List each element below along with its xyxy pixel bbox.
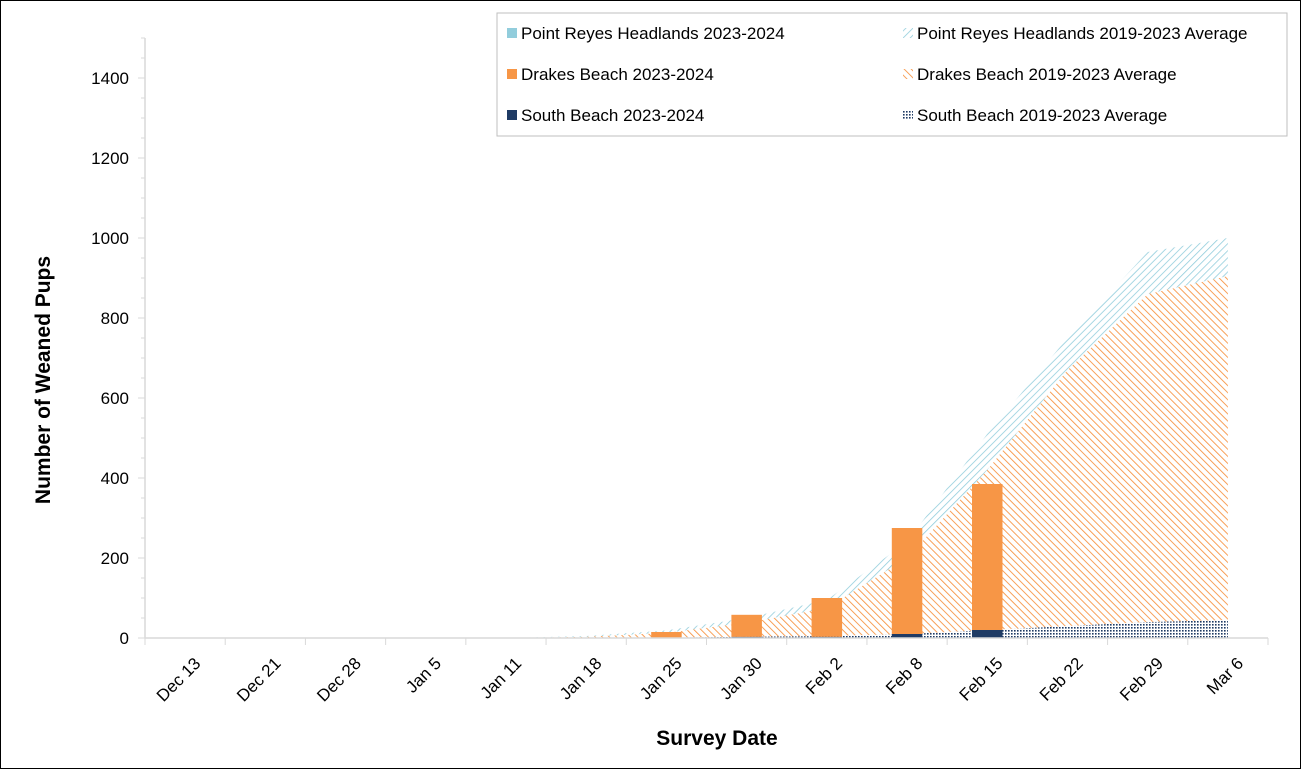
x-tick-label: Feb 15 (956, 654, 1007, 705)
area-drakes-beach-2019-2023-average (185, 276, 1228, 638)
legend-swatch-south-beach-2023-2024 (507, 110, 517, 120)
area-south-beach-2019-2023-average (185, 620, 1228, 638)
legend-label-point-reyes-headlands-2019-2023-average: Point Reyes Headlands 2019-2023 Average (917, 24, 1247, 43)
y-tick-label: 1400 (91, 69, 129, 88)
y-tick-label: 800 (101, 309, 129, 328)
legend-label-drakes-beach-2023-2024: Drakes Beach 2023-2024 (521, 65, 714, 84)
bar-south-beach-2023-2024-feb-8 (891, 634, 923, 638)
x-tick-label: Jan 30 (716, 654, 766, 704)
x-tick-label: Feb 2 (802, 654, 846, 698)
y-tick-label: 0 (120, 629, 129, 648)
legend-swatch-point-reyes-headlands-2023-2024 (507, 28, 517, 38)
x-axis-title: Survey Date (656, 727, 777, 750)
x-tick-label: Jan 18 (556, 654, 606, 704)
legend-label-south-beach-2023-2024: South Beach 2023-2024 (521, 106, 704, 125)
season-bars (651, 484, 1003, 638)
legend: Point Reyes Headlands 2023-2024 Point Rey… (496, 12, 1288, 137)
legend-swatch-south-beach-2019-2023-average (903, 110, 913, 120)
x-tick-label: Dec 13 (153, 654, 205, 706)
bar-drakes-beach-2023-2024-feb-2 (811, 598, 843, 637)
bar-drakes-beach-2023-2024-feb-15 (972, 484, 1003, 630)
y-tick-label: 600 (101, 389, 129, 408)
y-axis-ticks: 0 200 400 600 800 1000 1200 1400 (91, 37, 145, 648)
y-tick-label: 400 (101, 469, 129, 488)
x-tick-label: Jan 5 (402, 654, 445, 697)
y-tick-label: 1000 (91, 229, 129, 248)
x-tick-label: Dec 28 (313, 654, 365, 706)
y-tick-label: 200 (101, 549, 129, 568)
bar-drakes-beach-2023-2024-feb-8 (891, 528, 923, 634)
legend-label-south-beach-2019-2023-average: South Beach 2019-2023 Average (917, 106, 1167, 125)
legend-swatch-drakes-beach-2023-2024 (507, 69, 517, 79)
x-tick-label: Feb 22 (1036, 654, 1087, 705)
x-tick-label: Jan 25 (636, 654, 686, 704)
legend-swatch-point-reyes-headlands-2019-2023-average (903, 28, 913, 38)
bar-south-beach-2023-2024-feb-15 (972, 630, 1003, 638)
y-axis-title: Number of Weaned Pups (32, 256, 55, 504)
x-tick-label: Mar 6 (1203, 654, 1247, 698)
legend-box (496, 12, 1288, 137)
legend-label-point-reyes-headlands-2023-2024: Point Reyes Headlands 2023-2024 (521, 24, 785, 43)
bar-drakes-beach-2023-2024-jan-25 (651, 632, 682, 638)
area-point-reyes-headlands-2019-2023-average (185, 238, 1228, 638)
bar-drakes-beach-2023-2024-jan-30 (731, 614, 762, 637)
x-axis-ticks: Dec 13 Dec 21 Dec 28 Jan 5 Jan 11 Jan 18 Jan 2… (144, 638, 1269, 706)
x-tick-label: Feb 29 (1116, 654, 1167, 705)
legend-label-drakes-beach-2019-2023-average: Drakes Beach 2019-2023 Average (917, 65, 1177, 84)
legend-swatch-drakes-beach-2019-2023-average (903, 69, 913, 79)
y-tick-label: 1200 (91, 149, 129, 168)
average-areas (185, 238, 1228, 638)
x-tick-label: Jan 11 (477, 654, 526, 703)
x-tick-label: Dec 21 (233, 654, 285, 706)
x-tick-label: Feb 8 (882, 654, 926, 698)
